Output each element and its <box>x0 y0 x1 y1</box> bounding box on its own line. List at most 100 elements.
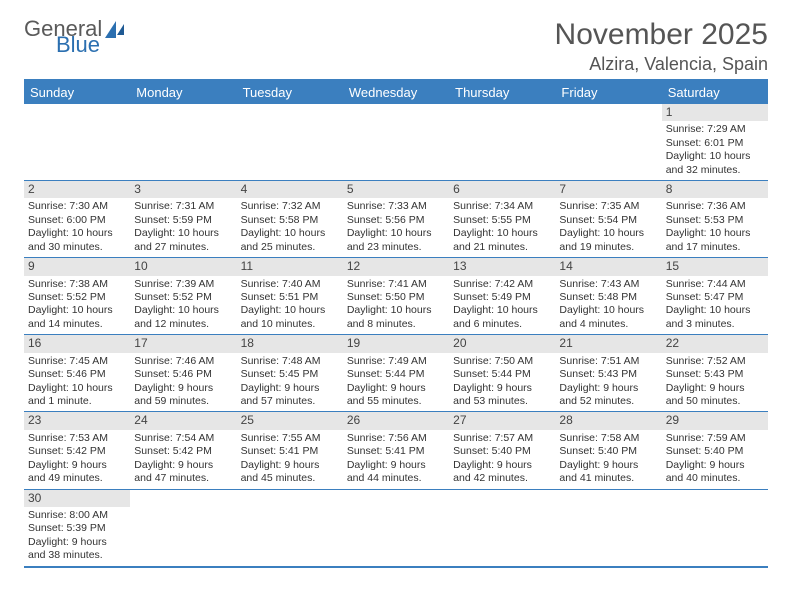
day-cell: 2Sunrise: 7:30 AMSunset: 6:00 PMDaylight… <box>24 181 130 257</box>
sunset: Sunset: 5:51 PM <box>241 291 339 304</box>
day-number: 25 <box>237 412 343 429</box>
week-row: 9Sunrise: 7:38 AMSunset: 5:52 PMDaylight… <box>24 258 768 335</box>
daylight: Daylight: 9 hours and 41 minutes. <box>559 459 657 486</box>
sunset: Sunset: 5:40 PM <box>666 445 764 458</box>
daylight: Daylight: 10 hours and 8 minutes. <box>347 304 445 331</box>
day-number: 29 <box>662 412 768 429</box>
day-number: 5 <box>343 181 449 198</box>
sunrise: Sunrise: 7:59 AM <box>666 432 764 445</box>
sunrise: Sunrise: 7:44 AM <box>666 278 764 291</box>
day-cell: 3Sunrise: 7:31 AMSunset: 5:59 PMDaylight… <box>130 181 236 257</box>
day-number: 18 <box>237 335 343 352</box>
day-number: 13 <box>449 258 555 275</box>
day-cell: 30Sunrise: 8:00 AMSunset: 5:39 PMDayligh… <box>24 490 130 566</box>
sunset: Sunset: 5:45 PM <box>241 368 339 381</box>
daylight: Daylight: 9 hours and 45 minutes. <box>241 459 339 486</box>
day-cell: 23Sunrise: 7:53 AMSunset: 5:42 PMDayligh… <box>24 412 130 488</box>
day-cell: 16Sunrise: 7:45 AMSunset: 5:46 PMDayligh… <box>24 335 130 411</box>
sunrise: Sunrise: 7:48 AM <box>241 355 339 368</box>
day-number: 10 <box>130 258 236 275</box>
day-number: 8 <box>662 181 768 198</box>
week-row: 2Sunrise: 7:30 AMSunset: 6:00 PMDaylight… <box>24 181 768 258</box>
daylight: Daylight: 10 hours and 25 minutes. <box>241 227 339 254</box>
day-number: 12 <box>343 258 449 275</box>
sunrise: Sunrise: 7:40 AM <box>241 278 339 291</box>
day-header: Sunday <box>24 81 130 104</box>
sail-icon <box>117 24 124 35</box>
day-number: 19 <box>343 335 449 352</box>
daylight: Daylight: 10 hours and 21 minutes. <box>453 227 551 254</box>
day-number: 23 <box>24 412 130 429</box>
sunrise: Sunrise: 7:56 AM <box>347 432 445 445</box>
day-header: Monday <box>130 81 236 104</box>
day-cell: 1Sunrise: 7:29 AMSunset: 6:01 PMDaylight… <box>662 104 768 180</box>
sunset: Sunset: 5:46 PM <box>28 368 126 381</box>
daylight: Daylight: 9 hours and 55 minutes. <box>347 382 445 409</box>
sunset: Sunset: 5:48 PM <box>559 291 657 304</box>
empty-cell <box>237 490 343 566</box>
sunrise: Sunrise: 7:36 AM <box>666 200 764 213</box>
day-number: 27 <box>449 412 555 429</box>
sunset: Sunset: 5:44 PM <box>453 368 551 381</box>
sunset: Sunset: 5:49 PM <box>453 291 551 304</box>
day-cell: 14Sunrise: 7:43 AMSunset: 5:48 PMDayligh… <box>555 258 661 334</box>
week-row: 23Sunrise: 7:53 AMSunset: 5:42 PMDayligh… <box>24 412 768 489</box>
day-number: 16 <box>24 335 130 352</box>
page-title: November 2025 <box>555 18 768 52</box>
day-cell: 4Sunrise: 7:32 AMSunset: 5:58 PMDaylight… <box>237 181 343 257</box>
sunrise: Sunrise: 7:39 AM <box>134 278 232 291</box>
sunrise: Sunrise: 7:54 AM <box>134 432 232 445</box>
sunset: Sunset: 5:47 PM <box>666 291 764 304</box>
empty-cell <box>343 490 449 566</box>
empty-cell <box>130 104 236 180</box>
day-cell: 12Sunrise: 7:41 AMSunset: 5:50 PMDayligh… <box>343 258 449 334</box>
sunset: Sunset: 5:43 PM <box>666 368 764 381</box>
sunset: Sunset: 5:52 PM <box>28 291 126 304</box>
day-header: Wednesday <box>343 81 449 104</box>
empty-cell <box>24 104 130 180</box>
daylight: Daylight: 10 hours and 27 minutes. <box>134 227 232 254</box>
daylight: Daylight: 9 hours and 52 minutes. <box>559 382 657 409</box>
sunrise: Sunrise: 7:41 AM <box>347 278 445 291</box>
empty-cell <box>237 104 343 180</box>
day-cell: 24Sunrise: 7:54 AMSunset: 5:42 PMDayligh… <box>130 412 236 488</box>
location: Alzira, Valencia, Spain <box>555 54 768 75</box>
sunrise: Sunrise: 7:34 AM <box>453 200 551 213</box>
sunrise: Sunrise: 7:52 AM <box>666 355 764 368</box>
day-number: 15 <box>662 258 768 275</box>
empty-cell <box>555 104 661 180</box>
sunset: Sunset: 5:44 PM <box>347 368 445 381</box>
sunset: Sunset: 5:56 PM <box>347 214 445 227</box>
day-header-row: SundayMondayTuesdayWednesdayThursdayFrid… <box>24 81 768 104</box>
week-row: 1Sunrise: 7:29 AMSunset: 6:01 PMDaylight… <box>24 104 768 181</box>
daylight: Daylight: 9 hours and 47 minutes. <box>134 459 232 486</box>
sunset: Sunset: 5:43 PM <box>559 368 657 381</box>
day-number: 22 <box>662 335 768 352</box>
daylight: Daylight: 10 hours and 17 minutes. <box>666 227 764 254</box>
week-row: 16Sunrise: 7:45 AMSunset: 5:46 PMDayligh… <box>24 335 768 412</box>
daylight: Daylight: 9 hours and 53 minutes. <box>453 382 551 409</box>
day-number: 14 <box>555 258 661 275</box>
daylight: Daylight: 10 hours and 23 minutes. <box>347 227 445 254</box>
daylight: Daylight: 10 hours and 14 minutes. <box>28 304 126 331</box>
logo: General Blue <box>24 18 124 56</box>
day-cell: 9Sunrise: 7:38 AMSunset: 5:52 PMDaylight… <box>24 258 130 334</box>
day-cell: 11Sunrise: 7:40 AMSunset: 5:51 PMDayligh… <box>237 258 343 334</box>
logo-text-blue: Blue <box>56 34 124 56</box>
empty-cell <box>449 490 555 566</box>
sunset: Sunset: 5:40 PM <box>453 445 551 458</box>
sunrise: Sunrise: 8:00 AM <box>28 509 126 522</box>
empty-cell <box>130 490 236 566</box>
day-cell: 22Sunrise: 7:52 AMSunset: 5:43 PMDayligh… <box>662 335 768 411</box>
day-number: 1 <box>662 104 768 121</box>
sunset: Sunset: 5:58 PM <box>241 214 339 227</box>
day-header: Thursday <box>449 81 555 104</box>
day-number: 21 <box>555 335 661 352</box>
day-cell: 20Sunrise: 7:50 AMSunset: 5:44 PMDayligh… <box>449 335 555 411</box>
daylight: Daylight: 10 hours and 10 minutes. <box>241 304 339 331</box>
daylight: Daylight: 10 hours and 19 minutes. <box>559 227 657 254</box>
day-number: 30 <box>24 490 130 507</box>
daylight: Daylight: 10 hours and 12 minutes. <box>134 304 232 331</box>
empty-cell <box>343 104 449 180</box>
day-number: 6 <box>449 181 555 198</box>
